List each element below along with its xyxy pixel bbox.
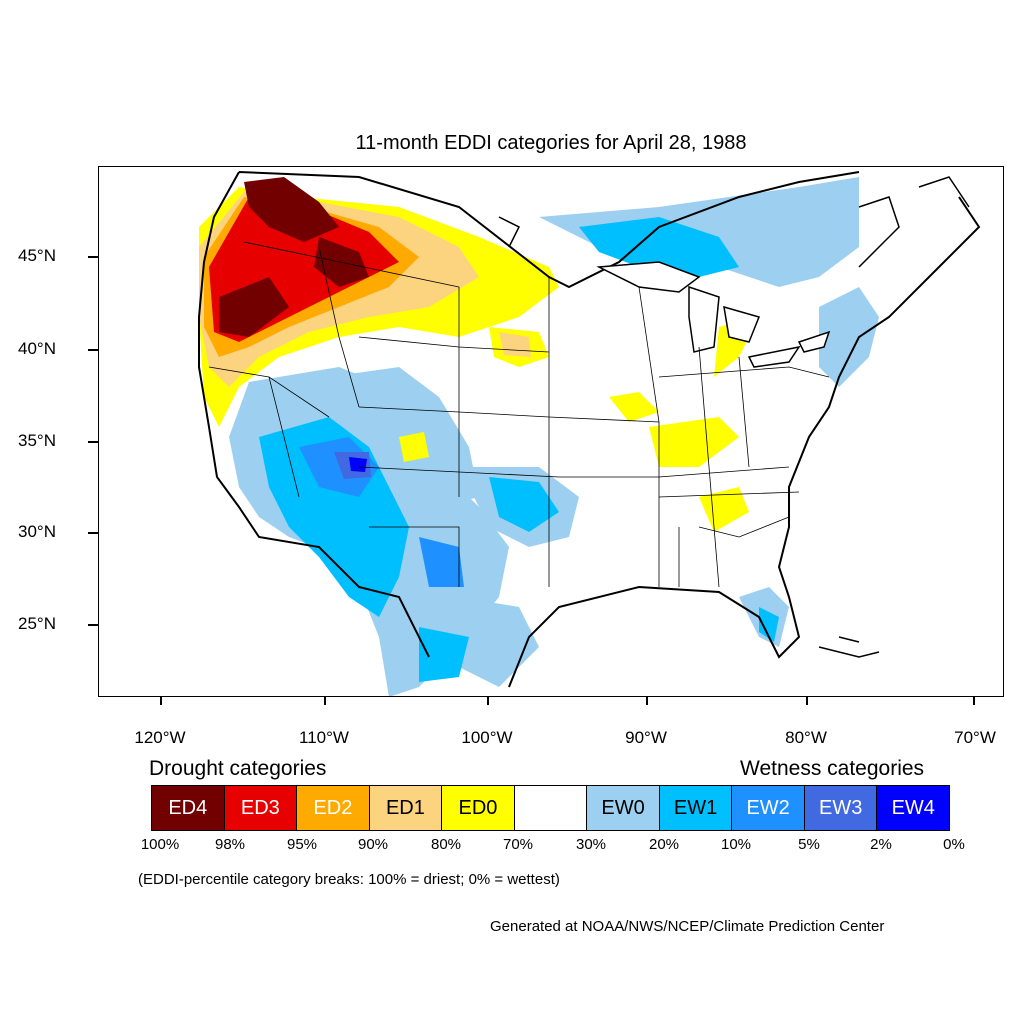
lon-label-90w: 90°W xyxy=(625,728,667,747)
legend-label-ed1: ED1 xyxy=(385,796,425,819)
drought-categories-heading: Drought categories xyxy=(149,757,327,780)
pct-break-20: 20% xyxy=(648,836,680,853)
lon-label-120w: 120°W xyxy=(134,728,186,747)
legend-label-ew2: EW2 xyxy=(746,796,790,819)
lon-label-80w: 80°W xyxy=(785,728,827,747)
lon-label-110w: 110°W xyxy=(299,728,349,747)
lat-tick-35n xyxy=(88,441,98,443)
lat-tick-40n xyxy=(88,349,98,351)
wet-ew1-florida xyxy=(759,607,779,642)
wetness-categories-heading: Wetness categories xyxy=(740,757,925,780)
lat-label-35n: 35°N xyxy=(18,431,56,450)
legend-box-ed0: ED0 xyxy=(442,786,515,830)
conus-outline xyxy=(198,171,981,688)
legend-box-ew0: EW0 xyxy=(587,786,660,830)
great-lakes xyxy=(596,261,831,368)
pct-break-80: 80% xyxy=(430,836,462,853)
lon-tick-90w xyxy=(646,697,648,705)
pct-break-90: 90% xyxy=(357,836,389,853)
canada-coast xyxy=(498,176,970,268)
legend-box-ew4: EW4 xyxy=(877,786,950,830)
wet-region-northeast xyxy=(819,287,879,387)
legend-box-neutral xyxy=(514,786,588,830)
legend-label-ew1: EW1 xyxy=(673,796,718,819)
lon-tick-120w xyxy=(160,697,162,705)
wet-ew1-north xyxy=(579,217,739,277)
pct-break-10: 10% xyxy=(720,836,752,853)
dry-ed4-oregon xyxy=(219,277,289,337)
lon-tick-100w xyxy=(487,697,489,705)
pct-break-98: 98% xyxy=(214,836,246,853)
dry-ed0-colorado xyxy=(399,432,429,462)
pct-break-0: 0% xyxy=(943,836,965,853)
state-borders xyxy=(208,241,830,588)
legend-label-ed4: ED4 xyxy=(168,796,208,819)
pct-break-70: 70% xyxy=(502,836,534,853)
lon-tick-80w xyxy=(806,697,808,705)
legend-box-ed1: ED1 xyxy=(369,786,443,830)
lat-tick-45n xyxy=(88,256,98,258)
lat-label-40n: 40°N xyxy=(18,339,56,358)
wet-ew1-texas xyxy=(419,627,469,682)
lon-tick-70w xyxy=(973,697,975,705)
lon-tick-110w xyxy=(324,697,326,705)
caribbean-islands xyxy=(818,636,880,658)
legend-box-ed4: ED4 xyxy=(152,786,225,830)
dry-ed0-ohio-valley xyxy=(649,417,739,467)
pct-break-95: 95% xyxy=(286,836,318,853)
lat-label-25n: 25°N xyxy=(18,614,56,633)
wet-ew2-texas xyxy=(419,537,464,587)
lat-tick-30n xyxy=(88,532,98,534)
legend-box-ew3: EW3 xyxy=(804,786,878,830)
legend-label-ed2: ED2 xyxy=(313,796,353,819)
legend-box-ew2: EW2 xyxy=(732,786,805,830)
legend-box-ew1: EW1 xyxy=(659,786,733,830)
credit-line: Generated at NOAA/NWS/NCEP/Climate Predi… xyxy=(490,918,885,935)
dry-ed0-midwest xyxy=(609,392,659,422)
eddi-map xyxy=(198,171,981,696)
legend-label-ew4: EW4 xyxy=(891,796,935,819)
legend-label-ew0: EW0 xyxy=(601,796,645,819)
pct-break-2: 2% xyxy=(870,836,892,853)
map-title: 11-month EDDI categories for April 28, 1… xyxy=(355,132,747,154)
legend-box-ed2: ED2 xyxy=(297,786,370,830)
lon-label-70w: 70°W xyxy=(954,728,996,747)
legend-label-ed0: ED0 xyxy=(458,796,498,819)
legend-box-ed3: ED3 xyxy=(224,786,298,830)
pct-break-30: 30% xyxy=(575,836,607,853)
lat-label-45n: 45°N xyxy=(18,246,56,265)
legend-label-ed3: ED3 xyxy=(240,796,280,819)
category-note: (EDDI-percentile category breaks: 100% =… xyxy=(138,871,560,888)
lon-label-100w: 100°W xyxy=(461,728,513,747)
map-panel xyxy=(98,166,1004,697)
wet-ew1-plains xyxy=(489,477,559,532)
lat-tick-25n xyxy=(88,624,98,626)
legend-label-ew3: EW3 xyxy=(819,796,863,819)
pct-break-100: 100% xyxy=(140,836,180,853)
lat-label-30n: 30°N xyxy=(18,522,56,541)
category-legend: ED4 ED3 ED2 ED1 ED0 EW0 EW1 EW2 EW3 EW4 xyxy=(151,785,950,831)
dry-ed4-northwest xyxy=(244,177,339,242)
pct-break-5: 5% xyxy=(798,836,820,853)
wet-ew4-four-corners xyxy=(349,457,367,472)
